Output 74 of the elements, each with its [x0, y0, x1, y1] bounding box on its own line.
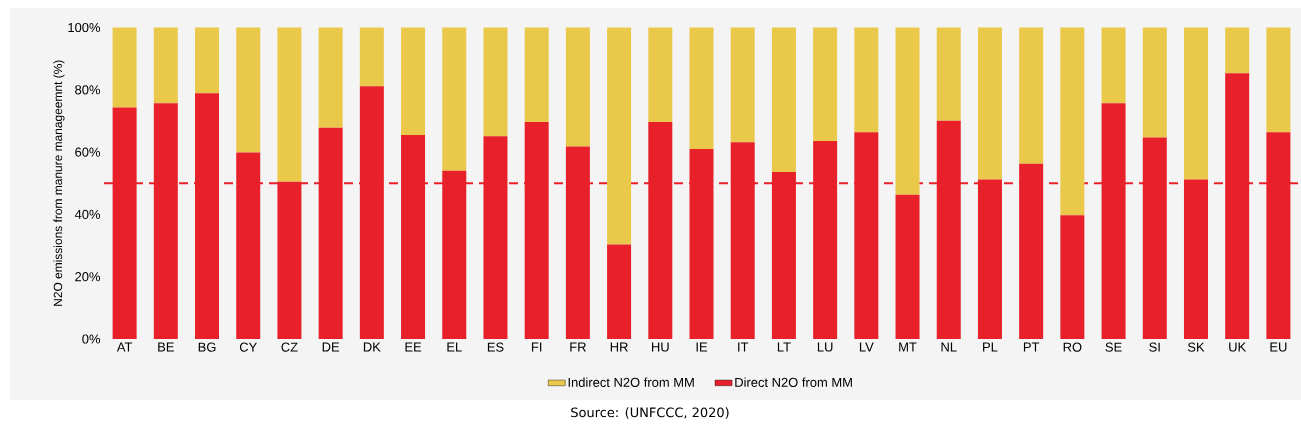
x-tick-label: LV [859, 342, 874, 352]
bar [1225, 27, 1250, 74]
bar [277, 27, 302, 182]
y-tick-label: 100% [68, 22, 101, 33]
bar [648, 27, 673, 122]
y-tick-label: 20% [75, 272, 101, 282]
bar [607, 244, 632, 339]
y-axis-title: N2O emissions from manure manageemnt (%) [53, 60, 65, 306]
x-tick-label: FR [570, 342, 586, 352]
bar [1183, 179, 1208, 339]
bar [359, 27, 384, 87]
x-tick-label: BG [198, 342, 216, 352]
bar [1142, 27, 1167, 138]
y-tick-label: 60% [75, 147, 101, 157]
y-tick-label: 80% [75, 85, 101, 95]
x-tick-label: ES [487, 342, 504, 352]
x-tick-label: PL [983, 342, 998, 352]
x-tick-label: HU [652, 342, 669, 352]
x-tick-label: EU [1270, 342, 1287, 352]
x-tick-label: PT [1023, 342, 1040, 352]
legend-label: Direct N2O from MM [735, 377, 852, 387]
bar [236, 27, 261, 153]
x-tick-label: LT [777, 342, 791, 352]
bar [1266, 27, 1291, 133]
y-tick-label: 40% [74, 209, 101, 219]
x-tick-label: LU [817, 342, 833, 352]
x-tick-label: UK [1229, 342, 1247, 352]
bar [195, 27, 220, 94]
x-tick-label: IE [696, 342, 708, 352]
bar [153, 27, 178, 104]
legend-label: Indirect N2O from MM [568, 377, 694, 387]
bar [442, 27, 467, 171]
bar [854, 27, 879, 133]
x-tick-label: EL [447, 342, 462, 352]
bar [483, 27, 508, 137]
bar [689, 27, 714, 149]
bar [936, 27, 961, 121]
bar [401, 27, 426, 135]
bar [1101, 27, 1126, 104]
bar [1019, 163, 1044, 339]
bar [854, 132, 879, 339]
x-tick-label: RO [1063, 342, 1082, 352]
bar [1060, 27, 1085, 216]
bar [1019, 27, 1044, 164]
bar [813, 27, 838, 141]
x-tick-label: SE [1105, 342, 1122, 352]
x-tick-label: NL [941, 342, 957, 352]
bar [112, 27, 137, 108]
bar [318, 27, 343, 128]
bar [771, 27, 796, 173]
bar [1060, 215, 1085, 339]
x-tick-label: CZ [281, 342, 298, 352]
x-tick-label: DK [363, 342, 381, 352]
bar [565, 27, 590, 147]
x-tick-label: MT [899, 342, 917, 352]
bar [977, 27, 1002, 180]
bar [607, 27, 632, 245]
source-note: Source: (UNFCCC, 2020) [571, 407, 729, 419]
y-tick-label: 0% [82, 334, 101, 344]
x-tick-label: AT [116, 342, 133, 352]
x-tick-label: CY [239, 342, 257, 352]
x-tick-label: HR [610, 342, 628, 352]
x-tick-label: FI [531, 342, 542, 352]
x-tick-label: DE [322, 342, 340, 352]
x-tick-label: SK [1187, 342, 1205, 352]
bar [730, 27, 755, 143]
x-tick-label: IT [738, 342, 749, 352]
x-tick-label: SI [1149, 342, 1160, 352]
bar [1183, 27, 1208, 180]
bar [524, 27, 549, 122]
x-tick-label: BE [158, 342, 174, 352]
x-tick-label: EE [405, 342, 422, 352]
bar [895, 27, 920, 195]
bar [895, 194, 920, 339]
